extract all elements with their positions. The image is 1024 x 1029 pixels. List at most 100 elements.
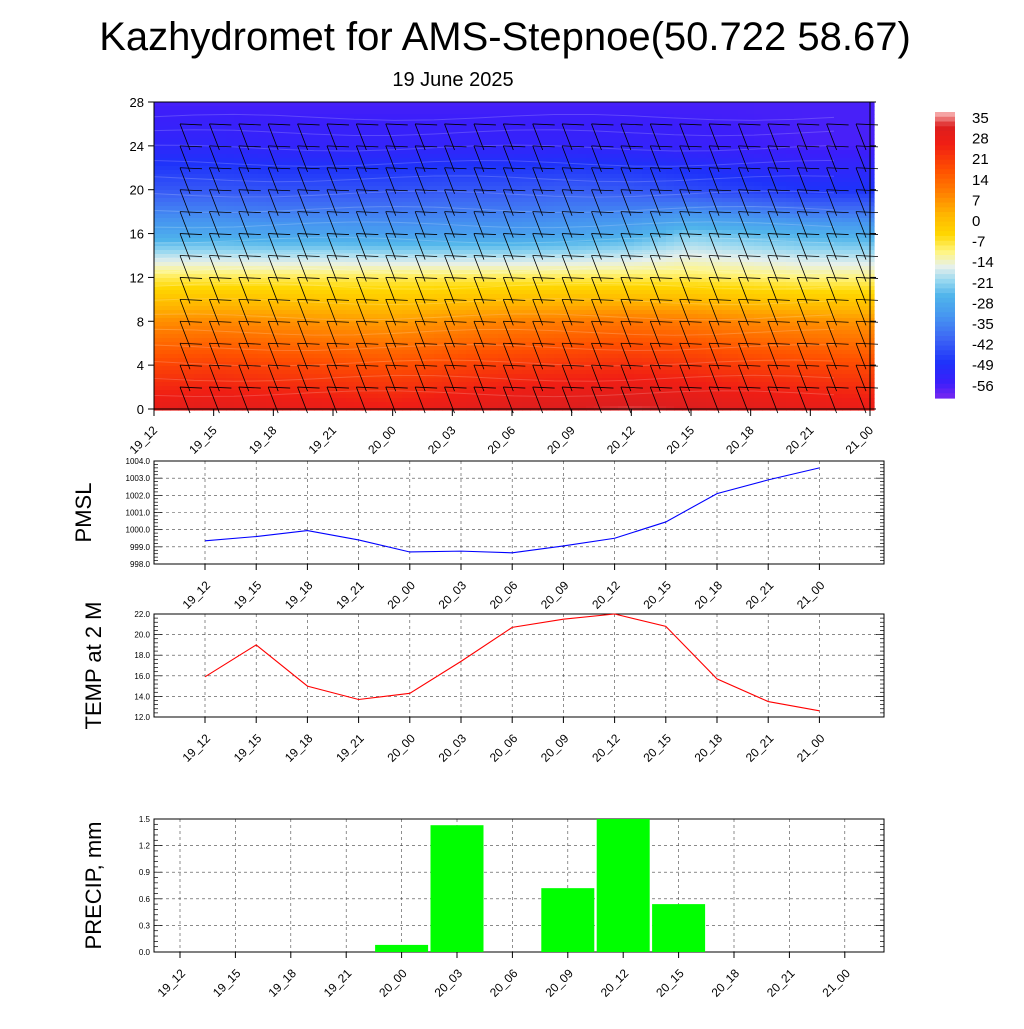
colorbar-cell	[935, 341, 955, 346]
y-tick-label: 1.2	[139, 842, 151, 851]
colorbar-cell	[935, 350, 955, 355]
chart-title: Kazhydromet for AMS-Stepnoe(50.722 58.67…	[99, 15, 911, 59]
colorbar-cell	[935, 260, 955, 265]
y-axis-title: PRECIP, mm	[81, 822, 106, 950]
y-tick-label: 20	[130, 183, 144, 198]
x-tick-label: 21_00	[794, 578, 828, 612]
x-tick-label: 20_06	[487, 731, 521, 765]
x-tick-label: 19_21	[333, 578, 367, 612]
colorbar-cell	[935, 288, 955, 293]
colorbar-cell	[935, 255, 955, 260]
colorbar-cell	[935, 379, 955, 384]
colorbar-label: -49	[972, 357, 994, 374]
colorbar-cell	[935, 265, 955, 270]
colorbar-cell	[935, 293, 955, 298]
chart-subtitle: 19 June 2025	[392, 69, 513, 91]
x-tick-label: 19_12	[180, 731, 214, 765]
colorbar-cell	[935, 307, 955, 312]
grid	[154, 614, 884, 717]
colorbar-cell	[935, 112, 955, 117]
x-tick-label: 20_18	[709, 966, 743, 1000]
colorbar-cell	[935, 226, 955, 231]
colorbar-cell	[935, 145, 955, 150]
bar	[541, 888, 594, 952]
y-tick-label: 1001.0	[126, 509, 151, 518]
y-tick-label: 1.5	[139, 815, 151, 824]
y-axis-title: PMSL	[71, 483, 96, 543]
x-tick-label: 20_09	[538, 578, 572, 612]
x-tick-label: 19_12	[127, 423, 161, 457]
y-tick-label: 12.0	[134, 713, 150, 722]
x-tick-label: 21_00	[819, 966, 853, 1000]
x-tick-label: 20_12	[598, 966, 632, 1000]
x-tick-label: 20_21	[743, 578, 777, 612]
y-tick-label: 0.9	[139, 868, 151, 877]
x-tick-label: 19_21	[333, 731, 367, 765]
colorbar-cell	[935, 207, 955, 212]
y-tick-label: 14.0	[134, 692, 150, 701]
colorbar-cell	[935, 331, 955, 336]
grid	[154, 461, 884, 564]
colorbar-label: 35	[972, 110, 989, 127]
y-tick-label: 18.0	[134, 651, 150, 660]
colorbar-cell	[935, 312, 955, 317]
colorbar-cell	[935, 279, 955, 284]
colorbar-label: -21	[972, 275, 994, 292]
colorbar-cell	[935, 184, 955, 189]
colorbar-cell	[935, 217, 955, 222]
colorbar-label: -14	[972, 254, 994, 271]
x-tick-label: 19_18	[282, 578, 316, 612]
bar	[597, 819, 650, 952]
x-tick-label: 21_00	[794, 731, 828, 765]
x-tick-label: 19_15	[186, 423, 220, 457]
y-tick-label: 16	[130, 227, 144, 242]
colorbar-cell	[935, 327, 955, 332]
pmsl-panel: 998.0999.01000.01001.01002.01003.01004.0…	[71, 457, 884, 612]
colorbar-cell	[935, 169, 955, 174]
y-tick-label: 1003.0	[126, 474, 151, 483]
y-tick-label: 0	[137, 402, 144, 417]
colorbar-label: 0	[972, 213, 980, 230]
x-tick-label: 19_21	[321, 966, 355, 1000]
y-tick-label: 0.0	[139, 948, 151, 957]
colorbar-label: -28	[972, 295, 994, 312]
x-tick-label: 20_12	[604, 423, 638, 457]
colorbar-cell	[935, 245, 955, 250]
x-tick-label: 21_00	[843, 423, 877, 457]
x-tick-label: 20_00	[376, 966, 410, 1000]
x-tick-label: 20_09	[542, 966, 576, 1000]
colorbar-cell	[935, 274, 955, 279]
x-tick-label: 19_12	[180, 578, 214, 612]
x-tick-label: 19_15	[231, 731, 265, 765]
colorbar-cell	[935, 231, 955, 236]
x-tick-label: 19_18	[265, 966, 299, 1000]
minor-ticks	[154, 614, 884, 717]
x-tick-label: 20_09	[538, 731, 572, 765]
y-tick-label: 1002.0	[126, 491, 151, 500]
colorbar-cell	[935, 117, 955, 122]
bar	[375, 945, 428, 952]
x-tick-label: 20_12	[589, 578, 623, 612]
y-tick-label: 0.3	[139, 921, 151, 930]
x-tick-label: 20_15	[664, 423, 698, 457]
x-tick-label: 20_03	[436, 578, 470, 612]
colorbar-cell	[935, 269, 955, 274]
x-tick-label: 20_21	[743, 731, 777, 765]
colorbar-cell	[935, 374, 955, 379]
colorbar-cell	[935, 136, 955, 141]
minor-ticks	[154, 819, 884, 952]
colorbar-cell	[935, 212, 955, 217]
grid	[154, 819, 884, 952]
colorbar-cell	[935, 355, 955, 360]
colorbar-label: -56	[972, 378, 994, 395]
x-tick-label: 20_00	[365, 423, 399, 457]
x-tick-label: 19_18	[246, 423, 280, 457]
colorbar-cell	[935, 365, 955, 370]
colorbar-cell	[935, 346, 955, 351]
x-tick-label: 20_00	[384, 578, 418, 612]
